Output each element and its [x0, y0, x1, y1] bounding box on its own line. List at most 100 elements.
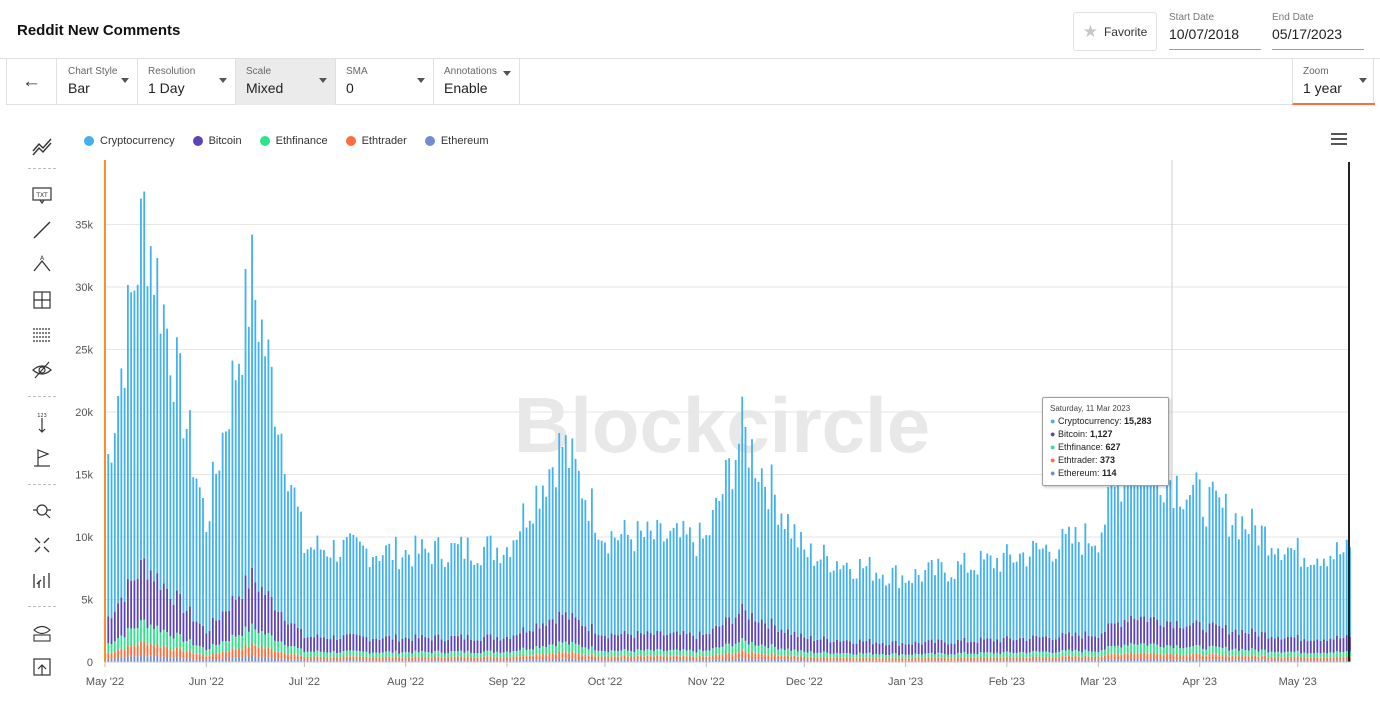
bar-stack[interactable] [391, 560, 394, 662]
bar-stack[interactable] [849, 568, 851, 662]
bar-stack[interactable] [842, 565, 845, 662]
bar-stack[interactable] [342, 539, 345, 662]
bar-stack[interactable] [956, 561, 959, 662]
bar-stack[interactable] [535, 485, 538, 662]
bar-stack[interactable] [117, 395, 119, 662]
bar-stack[interactable] [927, 562, 930, 662]
bar-stack[interactable] [1175, 475, 1178, 662]
bar-stack[interactable] [963, 552, 966, 662]
bar-stack[interactable] [1205, 526, 1208, 662]
bar-stack[interactable] [303, 553, 306, 662]
bar-stack[interactable] [1002, 552, 1005, 662]
bar-stack[interactable] [434, 541, 436, 662]
bar-stack[interactable] [1071, 543, 1074, 662]
bar-stack[interactable] [1257, 545, 1260, 662]
bar-stack[interactable] [437, 537, 440, 662]
bar-stack[interactable] [1293, 550, 1296, 662]
hide-annotations-icon[interactable] [26, 354, 58, 386]
bar-stack[interactable] [992, 568, 995, 662]
bar-stack[interactable] [600, 540, 603, 662]
bar-stack[interactable] [133, 290, 136, 662]
bar-stack[interactable] [1143, 455, 1146, 662]
bar-stack[interactable] [143, 191, 146, 662]
bar-stack[interactable] [300, 511, 302, 662]
bar-stack[interactable] [1012, 562, 1015, 662]
bar-stack[interactable] [947, 581, 949, 662]
bar-stack[interactable] [636, 521, 639, 662]
bar-stack[interactable] [888, 583, 891, 662]
bar-stack[interactable] [858, 559, 861, 662]
bar-stack[interactable] [1146, 479, 1149, 662]
bar-stack[interactable] [901, 575, 904, 662]
bar-stack[interactable] [169, 375, 172, 662]
bar-stack[interactable] [630, 539, 632, 662]
bar-stack[interactable] [607, 553, 610, 662]
bar-stack[interactable] [1234, 513, 1237, 662]
bar-stack[interactable] [1032, 540, 1034, 662]
bar-stack[interactable] [1290, 548, 1293, 662]
bar-stack[interactable] [502, 554, 505, 662]
bar-stack[interactable] [1322, 558, 1325, 662]
bar-stack[interactable] [1074, 527, 1077, 662]
bar-stack[interactable] [1126, 480, 1129, 663]
bar-stack[interactable] [1182, 509, 1185, 662]
bar-stack[interactable] [424, 548, 427, 662]
bar-stack[interactable] [225, 431, 227, 662]
bar-stack[interactable] [1064, 534, 1067, 662]
bar-stack[interactable] [1211, 481, 1214, 662]
bar-stack[interactable] [610, 531, 613, 662]
bar-stack[interactable] [1159, 495, 1162, 662]
bar-stack[interactable] [247, 326, 250, 662]
bar-stack[interactable] [215, 473, 217, 662]
bar-stack[interactable] [401, 557, 404, 662]
bar-stack[interactable] [640, 530, 642, 662]
bar-stack[interactable] [506, 547, 508, 662]
bar-stack[interactable] [751, 439, 753, 662]
bar-stack[interactable] [476, 563, 479, 662]
bar-stack[interactable] [597, 539, 600, 662]
bar-stack[interactable] [277, 434, 280, 662]
bar-stack[interactable] [656, 519, 659, 662]
bar-stack[interactable] [1149, 458, 1152, 662]
bar-stack[interactable] [826, 556, 829, 662]
bar-stack[interactable] [257, 341, 260, 662]
bar-stack[interactable] [368, 567, 371, 662]
bar-stack[interactable] [643, 537, 646, 662]
bar-stack[interactable] [339, 556, 342, 662]
bar-stack[interactable] [885, 585, 887, 662]
bar-stack[interactable] [708, 535, 711, 662]
bar-stack[interactable] [1218, 497, 1221, 662]
bar-stack[interactable] [1303, 557, 1306, 662]
bar-stack[interactable] [659, 523, 662, 662]
legend-item-cryptocurrency[interactable]: Cryptocurrency [84, 133, 175, 149]
bar-stack[interactable] [519, 531, 521, 662]
bar-stack[interactable] [512, 540, 515, 662]
bar-stack[interactable] [649, 530, 652, 662]
bar-stack[interactable] [345, 536, 348, 662]
bar-stack[interactable] [672, 527, 675, 662]
bar-stack[interactable] [1169, 480, 1172, 662]
bar-stack[interactable] [1055, 558, 1057, 662]
bar-stack[interactable] [293, 487, 296, 662]
bar-stack[interactable] [594, 532, 597, 662]
bar-stack[interactable] [738, 443, 740, 662]
bar-stack[interactable] [378, 561, 381, 662]
bar-stack[interactable] [966, 572, 969, 662]
bar-stack[interactable] [146, 286, 149, 662]
legend-item-ethereum[interactable]: Ethereum [424, 133, 489, 149]
bar-stack[interactable] [731, 489, 734, 662]
bar-stack[interactable] [1208, 487, 1211, 662]
bar-stack[interactable] [120, 368, 123, 662]
bar-stack[interactable] [829, 572, 832, 662]
bar-stack[interactable] [414, 535, 417, 662]
bar-stack[interactable] [1241, 516, 1244, 662]
bar-stack[interactable] [767, 509, 770, 662]
bar-stack[interactable] [623, 520, 626, 662]
bar-stack[interactable] [1316, 558, 1319, 662]
bar-stack[interactable] [1283, 554, 1286, 662]
bar-stack[interactable] [960, 564, 963, 662]
bar-stack[interactable] [1231, 525, 1234, 662]
bar-stack[interactable] [666, 538, 668, 662]
bar-stack[interactable] [669, 530, 672, 662]
bar-stack[interactable] [153, 294, 155, 662]
